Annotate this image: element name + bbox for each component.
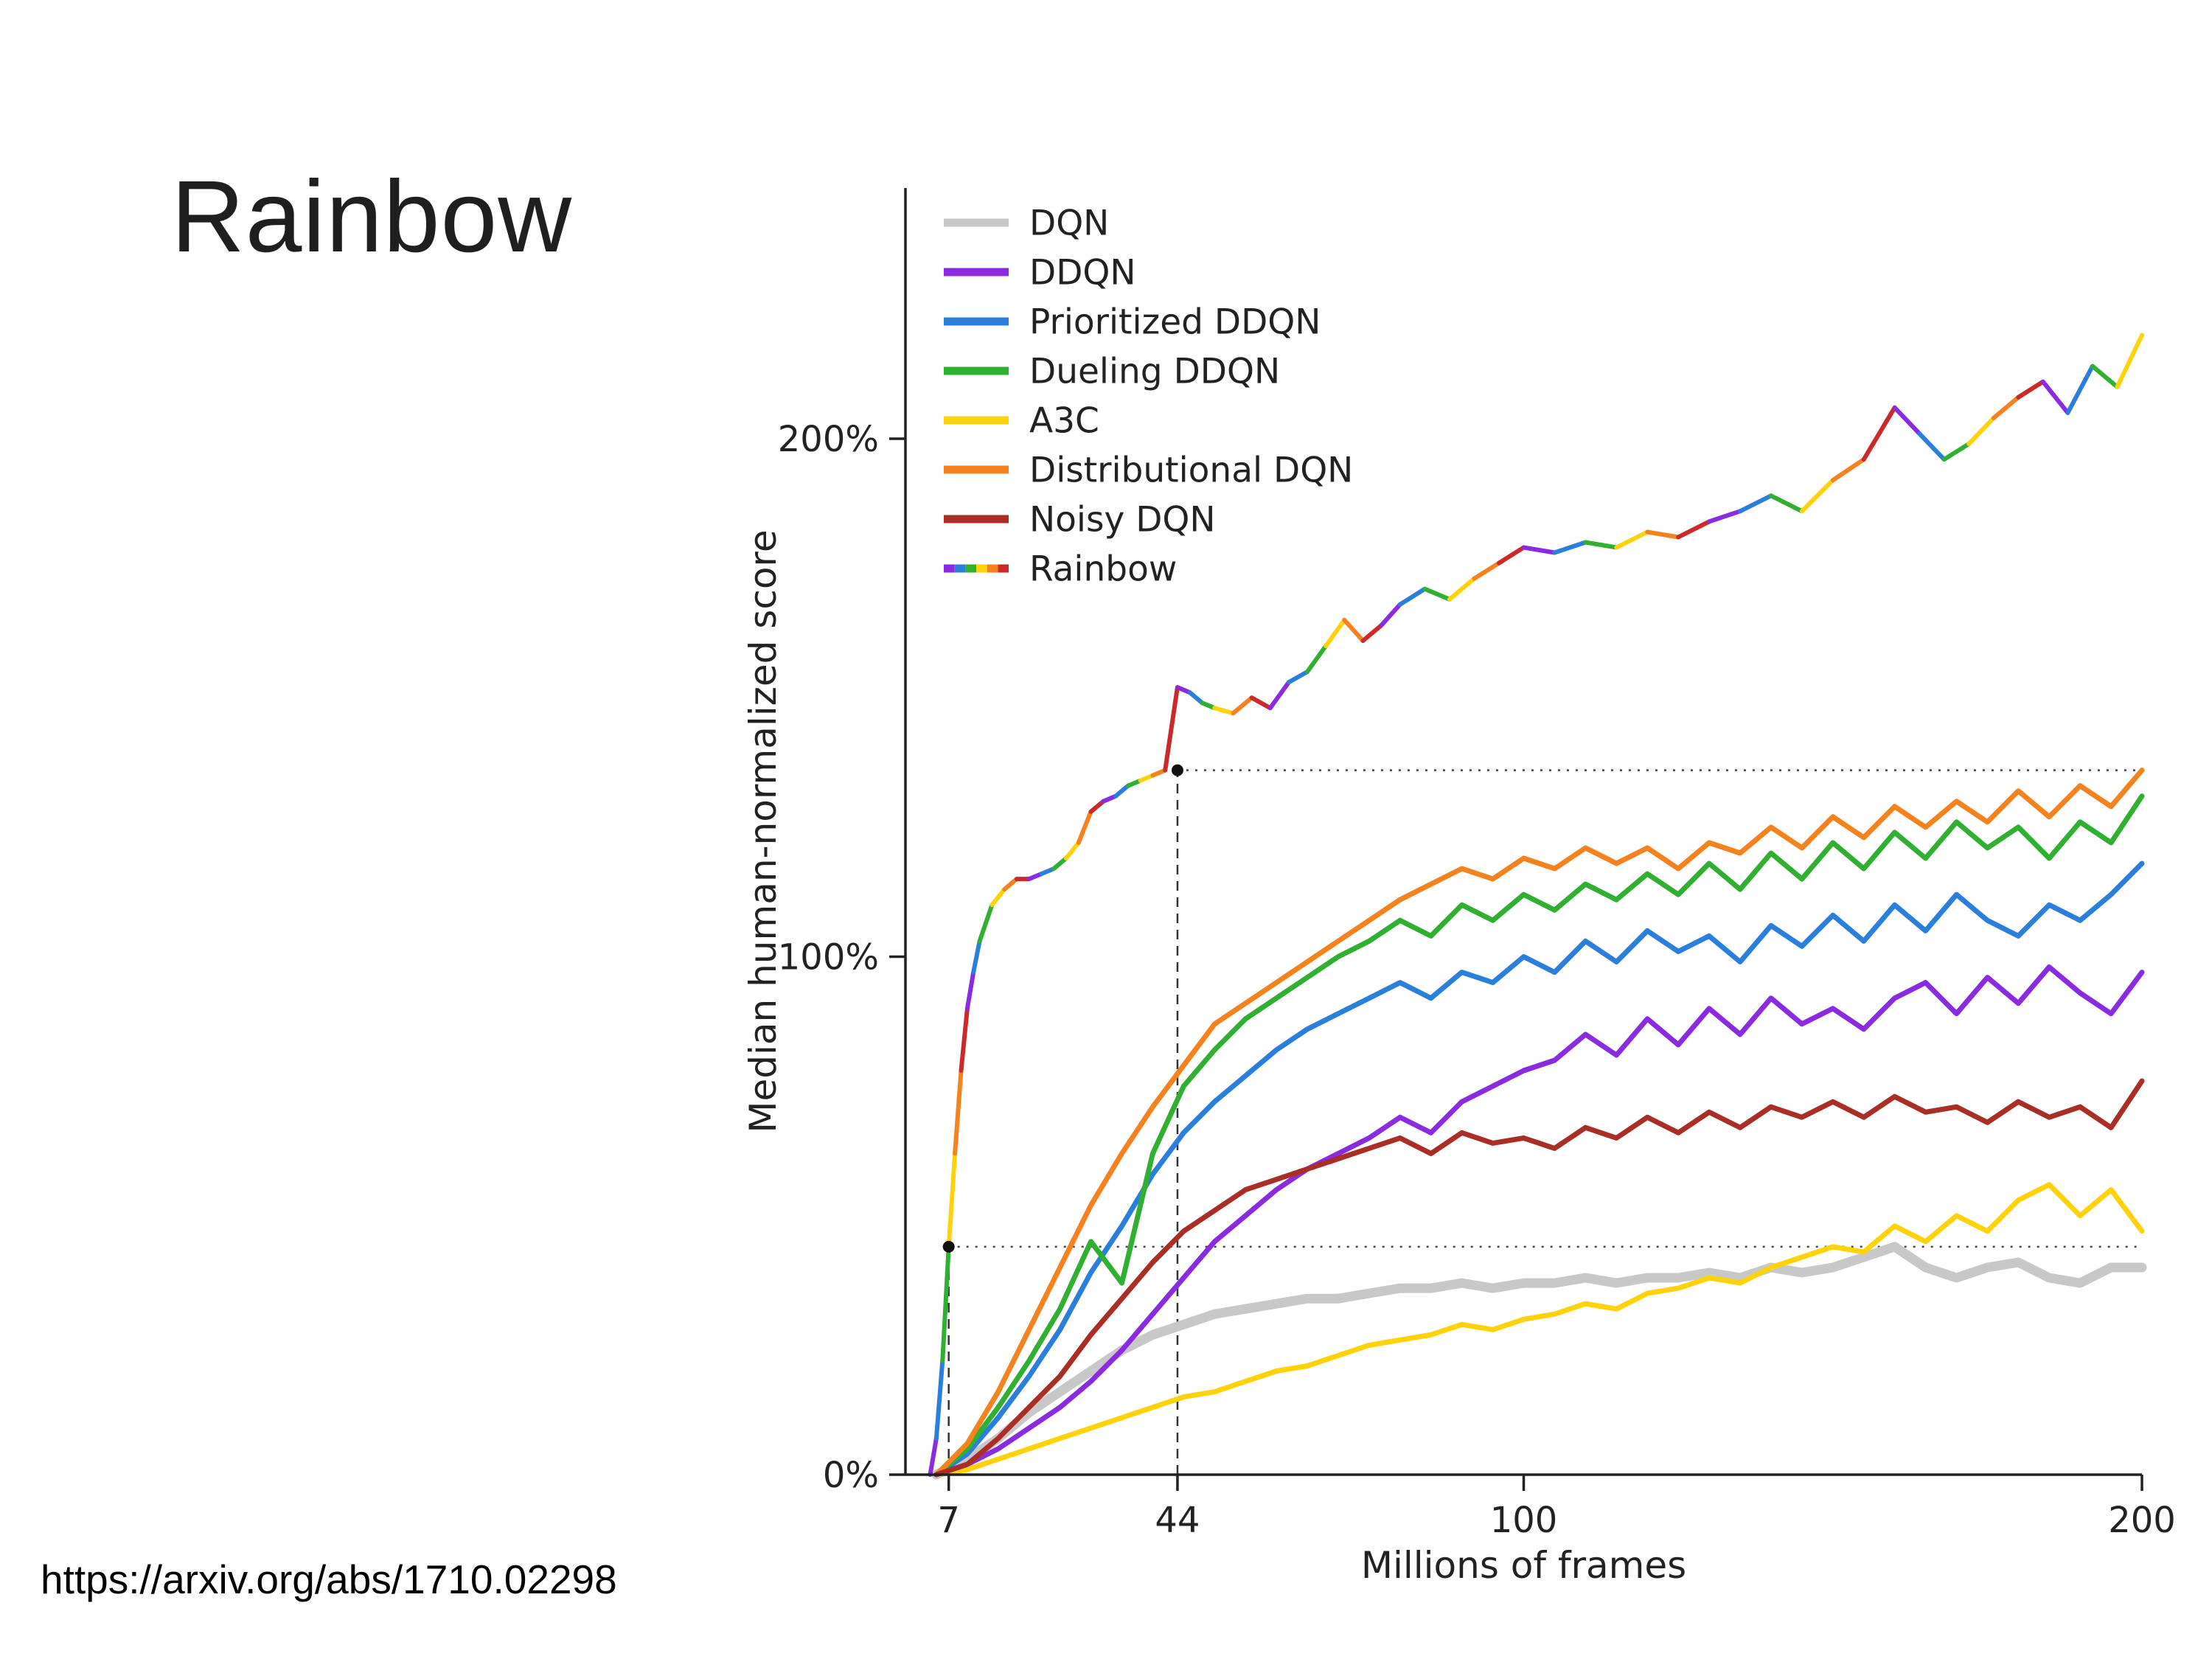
chart-svg: 0% 100% 200% 7 44 100 200 Millions of frames Med… [742, 188, 2176, 1587]
series-line-rainbow [1966, 415, 1996, 446]
series-line-rainbow [1614, 529, 1650, 550]
series-line-rainbow [1552, 540, 1588, 555]
annotation-dot [942, 1240, 955, 1253]
series-line-rainbow [1497, 545, 1526, 566]
series-line-rainbow [1305, 644, 1329, 675]
legend-label-dueling_ddqn: Dueling DDQN [1029, 351, 1280, 392]
series-line-rainbow [946, 1151, 958, 1249]
legend-label-prioritized_ddqn: Prioritized DDQN [1029, 302, 1321, 342]
series-line-rainbow [2115, 333, 2144, 389]
series-line-rainbow [1422, 586, 1452, 602]
series-line-rainbow [1002, 877, 1019, 892]
series-line-rainbow [2065, 364, 2095, 415]
series-line-rainbow [2090, 364, 2120, 389]
series-line-rainbow [1231, 695, 1254, 716]
series-line-rainbow [1397, 586, 1427, 607]
series-line-rainbow [1101, 793, 1119, 804]
series-line-rainbow [1138, 773, 1155, 783]
series-line-rainbow [1991, 394, 2021, 420]
series-line-rainbow [1212, 706, 1236, 716]
series-line-rainbow [990, 887, 1007, 908]
series-line-rainbow [1379, 602, 1402, 627]
series-line-rainbow [1026, 872, 1044, 882]
series-line-rainbow [1286, 669, 1310, 685]
series-line-rainbow [1200, 700, 1217, 711]
series-line-rainbow [2016, 379, 2045, 400]
series-line-rainbow [1917, 431, 1947, 462]
legend-label-dqn: DQN [1029, 203, 1109, 243]
series-line-rainbow [1707, 509, 1742, 524]
y-axis-title: Median human-normalized score [742, 529, 785, 1133]
y-tick-label: 200% [778, 419, 879, 460]
legend-label-rainbow: Rainbow [1029, 549, 1177, 589]
series-line-ddqn [933, 964, 2145, 1478]
series-line-rainbow [953, 1068, 964, 1156]
series-line-dueling_ddqn [933, 793, 2145, 1478]
series-line-rainbow [1861, 405, 1897, 462]
series-line-rainbow [964, 970, 976, 1011]
series-line-a3c [933, 1182, 2145, 1478]
series-line-rainbow [1830, 457, 1866, 483]
series-line-rainbow [1768, 493, 1804, 514]
series-line-rainbow [959, 1006, 970, 1073]
series-line-noisy_dqn [933, 1078, 2145, 1478]
series-line-dqn [931, 1242, 2147, 1480]
y-tick-label: 100% [778, 936, 879, 978]
series-line-rainbow [1892, 405, 1922, 436]
legend-label-noisy_dqn: Noisy DQN [1029, 499, 1216, 540]
series-line-rainbow [1324, 617, 1347, 648]
series-line-rainbow [1039, 866, 1057, 877]
series-line-prioritized_ddqn [933, 860, 2145, 1478]
series-line-rainbow [1249, 695, 1273, 711]
series-line-rainbow [1267, 680, 1291, 711]
series-line-rainbow [1076, 809, 1093, 845]
series-line-rainbow [1051, 856, 1068, 872]
series-line-rainbow [928, 1436, 939, 1477]
series-line-rainbow [1064, 840, 1081, 860]
annotation-dot [1171, 764, 1183, 776]
x-tick-label: 7 [937, 1500, 960, 1541]
series-line-rainbow [971, 939, 982, 975]
series-line-rainbow [1676, 519, 1711, 540]
series-line-rainbow [940, 1244, 951, 1363]
slide-title: Rainbow [171, 160, 572, 274]
series-line-rainbow [1360, 622, 1384, 643]
series-line-rainbow [977, 902, 995, 944]
series-line-rainbow [2040, 379, 2070, 415]
x-tick-label: 200 [2108, 1500, 2176, 1541]
series-line-rainbow [1521, 545, 1557, 555]
series-line-rainbow [1447, 576, 1477, 602]
series-line-rainbow [933, 1358, 945, 1441]
chart-figure: 0% 100% 200% 7 44 100 200 Millions of frames Med… [723, 170, 2190, 1593]
legend-label-distributional_dqn: Distributional DQN [1029, 450, 1353, 490]
x-tick-label: 100 [1490, 1500, 1558, 1541]
series-line-rainbow [1163, 685, 1180, 773]
series-line-rainbow [1738, 493, 1773, 514]
source-url: https://arxiv.org/abs/1710.02298 [41, 1557, 617, 1602]
series-line-rainbow [1150, 768, 1168, 778]
series-line-rainbow [1125, 778, 1143, 788]
x-tick-label: 44 [1155, 1500, 1200, 1541]
series-line-rainbow [1645, 529, 1681, 540]
series-line-rainbow [1583, 540, 1619, 550]
series-line-rainbow [1088, 799, 1106, 814]
series-line-rainbow [1799, 478, 1835, 514]
legend-label-ddqn: DDQN [1029, 252, 1136, 293]
y-tick-label: 0% [823, 1455, 879, 1496]
series-line-rainbow [1187, 690, 1205, 706]
series-line-rainbow [1113, 783, 1130, 799]
series-line-rainbow [1472, 560, 1501, 581]
series-line-rainbow [1342, 617, 1366, 643]
series-line-rainbow [1175, 685, 1192, 695]
legend-label-a3c: A3C [1029, 400, 1099, 441]
x-axis-title: Millions of frames [1361, 1544, 1686, 1587]
series-line-distributional_dqn [933, 768, 2145, 1478]
series-line-rainbow [1941, 442, 1972, 462]
